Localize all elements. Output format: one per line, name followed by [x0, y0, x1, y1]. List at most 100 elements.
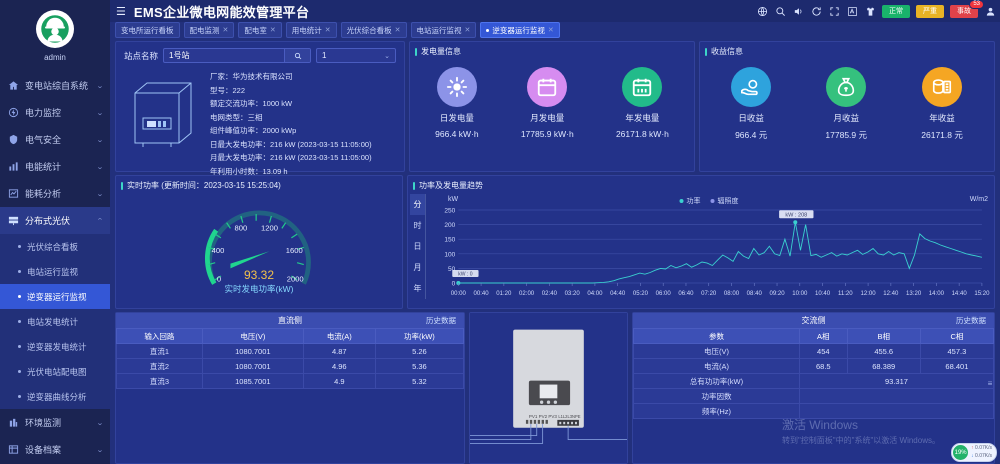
- tab-label: 逆变器运行监视: [492, 25, 545, 35]
- tab-distribution-room[interactable]: 配电室 ✕: [238, 22, 282, 38]
- scroll-grip-icon[interactable]: ≡: [987, 378, 993, 388]
- svg-text:02:40: 02:40: [542, 291, 558, 297]
- status-badge-accident[interactable]: 事故 53: [950, 0, 984, 18]
- status-badge-severe[interactable]: 严重: [916, 4, 944, 18]
- ac-col-c: C相: [919, 328, 995, 344]
- dc-history-link[interactable]: 历史数据: [426, 316, 456, 325]
- home-icon: [7, 79, 20, 92]
- dc-cell: 5.26: [374, 343, 465, 359]
- sidebar-item-environment[interactable]: 环境监测 ⌄: [0, 409, 110, 436]
- sidebar-item-station-monitor[interactable]: 电站运行监视: [0, 259, 110, 284]
- legend-label: 功率: [686, 198, 701, 205]
- net-speed-widget[interactable]: 19% ↑ 0.07K/s ↓ 0.07K/s: [951, 443, 997, 462]
- metric-label: 日发电量: [439, 113, 474, 123]
- period-tab-hour[interactable]: 时: [413, 221, 422, 230]
- theme-icon[interactable]: [846, 5, 858, 17]
- ac-history-link[interactable]: 历史数据: [956, 316, 986, 325]
- metric-label: 月收益: [833, 113, 859, 123]
- sidebar-item-pv-dashboard[interactable]: 光伏综合看板: [0, 234, 110, 259]
- tab-inverter-monitor[interactable]: 逆变器运行监视 ✕: [480, 22, 560, 38]
- device-body: 厂家：华为技术有限公司 型号：222 额定交流功率：1000 kW 电网类型：三…: [116, 67, 404, 179]
- sidebar-item-device-archive[interactable]: 设备档案 ⌄: [0, 436, 110, 463]
- table-row: 频率(Hz): [633, 403, 995, 419]
- metric-annual-income: 年收益 26171.8 元: [921, 67, 963, 141]
- sidebar-item-inverter-curve[interactable]: 逆变器曲线分析: [0, 384, 110, 409]
- period-tab-minute[interactable]: 分: [410, 194, 425, 215]
- dc-cell: 1085.7001: [201, 373, 304, 389]
- avatar: [36, 10, 74, 48]
- legend-item-power[interactable]: 功率: [679, 196, 701, 206]
- svg-text:0: 0: [217, 274, 221, 283]
- sidebar-item-station-generation[interactable]: 电站发电统计: [0, 309, 110, 334]
- close-icon[interactable]: ✕: [324, 27, 331, 34]
- ac-cell: 功率因数: [633, 388, 800, 404]
- search-icon[interactable]: [774, 5, 786, 17]
- svg-text:15:20: 15:20: [974, 291, 990, 297]
- period-tab-month[interactable]: 月: [413, 263, 422, 272]
- fullscreen-icon[interactable]: [828, 5, 840, 17]
- period-tab-year[interactable]: 年: [413, 284, 422, 293]
- close-icon[interactable]: ✕: [464, 27, 471, 34]
- svg-text:04:40: 04:40: [610, 291, 626, 297]
- period-tab-day[interactable]: 日: [413, 242, 422, 251]
- table-row: 直流3 1085.7001 4.9 5.32: [116, 373, 465, 389]
- sidebar-item-substation[interactable]: 变电站综自系统 ⌄: [0, 72, 110, 99]
- globe-icon[interactable]: [756, 5, 768, 17]
- sidebar-item-energy-statistics[interactable]: 电能统计 ⌄: [0, 153, 110, 180]
- hamburger-icon[interactable]: ☰: [116, 5, 126, 18]
- solar-icon: [7, 214, 20, 227]
- gauge-card-title: 实时功率 (更新时间：2023-03-15 15:25:04): [127, 181, 281, 190]
- sidebar-item-pv-diagram[interactable]: 光伏电站配电图: [0, 359, 110, 384]
- tab-label: 配电监测: [189, 25, 220, 35]
- tab-label: 电站运行监视: [416, 25, 462, 35]
- tab-power-statistics[interactable]: 用电统计 ✕: [285, 22, 337, 38]
- archive-icon: [7, 443, 20, 456]
- sidebar-item-electrical-safety[interactable]: 电气安全 ⌄: [0, 126, 110, 153]
- metric-value: 966.4 kW·h: [435, 129, 479, 139]
- spec-rated-ac-power: 额定交流功率：1000 kW: [210, 99, 293, 108]
- skin-icon[interactable]: [864, 5, 876, 17]
- y2-axis-unit: W/m2: [969, 196, 988, 203]
- chart-legend: 功率 辐照度: [679, 196, 739, 206]
- accent-bar: [413, 181, 415, 190]
- gauge-value: 93.32: [243, 268, 275, 282]
- svg-text:800: 800: [235, 223, 248, 232]
- svg-text:13:20: 13:20: [906, 291, 922, 297]
- close-icon[interactable]: ✕: [547, 27, 554, 34]
- sidebar-item-distributed-pv[interactable]: 分布式光伏 ⌃: [0, 207, 110, 234]
- close-icon[interactable]: ✕: [269, 27, 276, 34]
- svg-text:09:20: 09:20: [769, 291, 785, 297]
- sidebar-sub-label: 电站运行监视: [27, 266, 79, 277]
- status-badge-normal[interactable]: 正常: [882, 4, 910, 18]
- tab-substation-dashboard[interactable]: 变电所运行看板: [115, 22, 180, 38]
- refresh-icon[interactable]: [810, 5, 822, 17]
- sidebar-item-consumption-analysis[interactable]: 能耗分析 ⌄: [0, 180, 110, 207]
- metric-label: 月发电量: [530, 113, 565, 123]
- top-bar-icons: 正常 严重 事故 53: [756, 0, 996, 22]
- search-button[interactable]: [284, 49, 311, 62]
- device-select[interactable]: 1 ⌄: [316, 48, 397, 63]
- table-row: 功率因数: [633, 388, 995, 404]
- sidebar-item-power-monitor[interactable]: 电力监控 ⌄: [0, 99, 110, 126]
- coins-icon: [922, 67, 963, 107]
- sidebar-item-inverter-monitor[interactable]: 逆变器运行监视: [0, 284, 110, 309]
- bullet-icon: [18, 270, 21, 273]
- svg-text:250: 250: [444, 208, 455, 215]
- tab-station-monitor[interactable]: 电站运行监视 ✕: [410, 22, 477, 38]
- user-icon[interactable]: [984, 5, 996, 17]
- calendar-icon: [527, 67, 568, 107]
- tab-pv-dashboard[interactable]: 光伏综合看板 ✕: [340, 22, 407, 38]
- close-icon[interactable]: ✕: [394, 27, 401, 34]
- content-area: 站点名称 1 ⌄: [110, 38, 1000, 464]
- table-row: 直流2 1080.7001 4.96 5.36: [116, 358, 465, 374]
- site-search-input[interactable]: [164, 49, 285, 62]
- close-icon[interactable]: ✕: [222, 27, 229, 34]
- sound-icon[interactable]: [792, 5, 804, 17]
- tab-distribution-monitor[interactable]: 配电监测 ✕: [183, 22, 235, 38]
- ac-cell: [798, 388, 995, 404]
- sidebar-item-inverter-generation[interactable]: 逆变器发电统计: [0, 334, 110, 359]
- status-badge-accident-label: 事故: [957, 8, 971, 15]
- dc-cell: 4.87: [302, 343, 376, 359]
- ac-cell: 455.6: [846, 343, 921, 359]
- legend-item-irradiance[interactable]: 辐照度: [710, 196, 739, 206]
